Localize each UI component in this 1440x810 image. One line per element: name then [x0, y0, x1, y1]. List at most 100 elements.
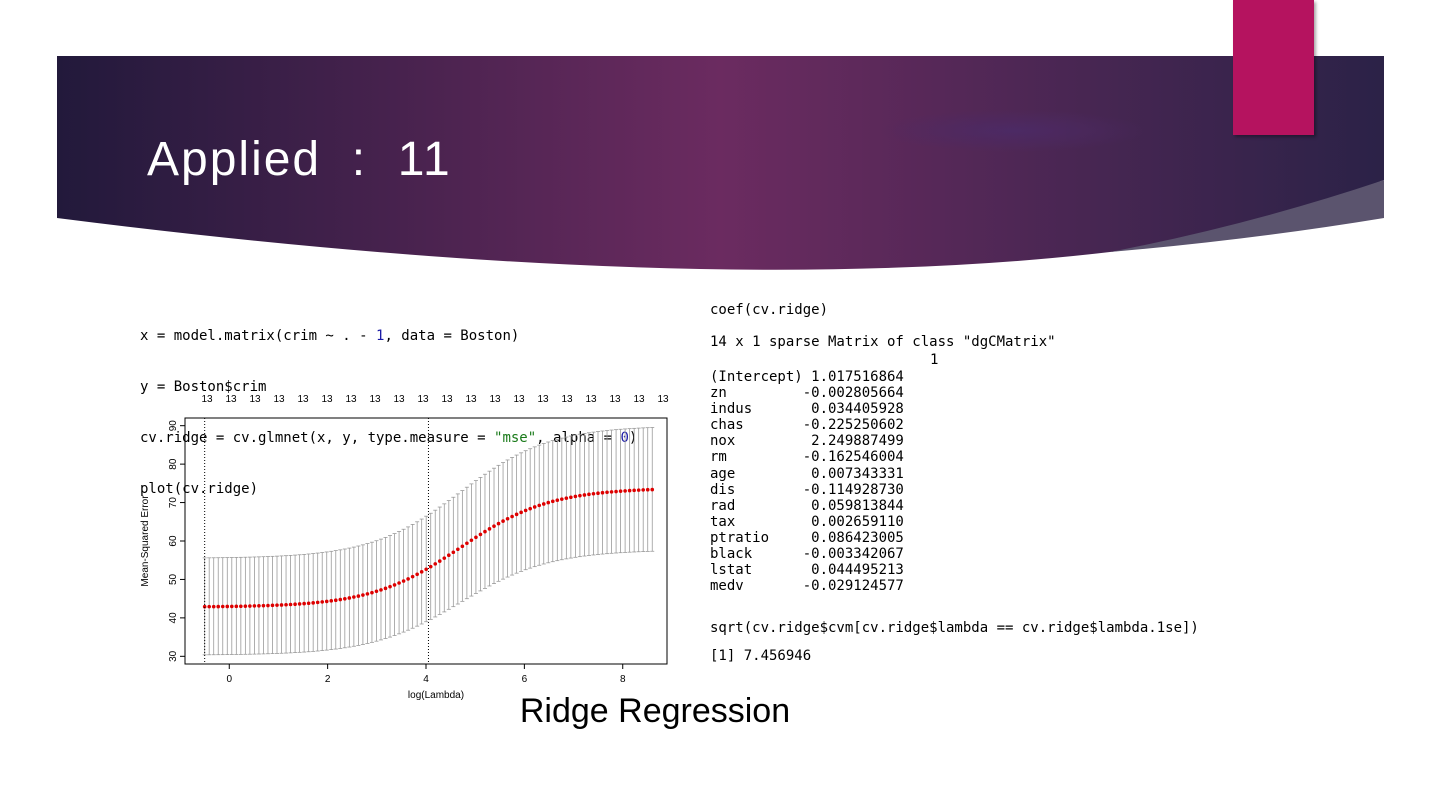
mse-point — [492, 524, 496, 528]
code-line: y = Boston$crim — [140, 379, 637, 396]
mse-point — [456, 547, 460, 552]
coef-name: indus — [710, 401, 753, 418]
mse-point — [202, 604, 207, 609]
mse-point — [487, 527, 492, 531]
r-console-output: coef(cv.ridge) 14 x 1 sparse Matrix of c… — [710, 302, 1199, 664]
mse-point — [333, 598, 338, 603]
coef-value: -0.003342067 — [802, 546, 904, 563]
mse-point — [248, 604, 252, 608]
mse-point — [229, 604, 234, 609]
top-axis-label: 13 — [633, 394, 645, 405]
code-token: "mse" — [494, 430, 537, 446]
table-row: zn -0.002805664 — [710, 385, 904, 401]
mse-point — [618, 489, 623, 493]
y-tick-label: 60 — [168, 535, 179, 547]
mse-point — [379, 588, 383, 592]
mse-point — [596, 491, 600, 496]
mse-point — [315, 600, 320, 605]
mse-point — [605, 490, 609, 495]
table-row: rad 0.059813844 — [710, 498, 904, 514]
x-tick-label: 6 — [522, 674, 528, 685]
top-axis-label: 13 — [513, 394, 525, 405]
y-tick-label: 30 — [168, 650, 179, 662]
y-tick-label: 70 — [168, 497, 179, 509]
mse-point — [564, 496, 569, 500]
coef-value: 0.007343331 — [802, 465, 904, 482]
mse-point — [401, 579, 406, 583]
code-token: cv.ridge = cv.glmnet(x, y, type.measure … — [140, 430, 495, 446]
mse-point — [645, 487, 650, 492]
coef-value: 0.002659110 — [802, 513, 904, 530]
sqrt-call-line: sqrt(cv.ridge$cvm[cv.ridge$lambda == cv.… — [710, 620, 1199, 636]
top-axis-label: 13 — [441, 394, 453, 405]
top-axis-label: 13 — [657, 394, 669, 405]
mse-point — [252, 604, 257, 608]
x-tick-label: 0 — [226, 674, 232, 685]
mse-point — [523, 508, 528, 513]
coef-value: -0.002805664 — [802, 385, 904, 402]
table-row: lstat 0.044495213 — [710, 562, 904, 578]
title-banner — [57, 56, 1384, 270]
code-token: plot(cv.ridge) — [140, 481, 259, 497]
slide-title: Applied : 11 — [147, 133, 452, 186]
mse-point — [392, 583, 397, 587]
mse-point — [257, 604, 261, 608]
mse-point — [211, 604, 216, 609]
mse-point — [424, 567, 428, 572]
coef-name: chas — [710, 417, 744, 434]
table-row: dis -0.114928730 — [710, 482, 904, 498]
mse-point — [614, 489, 618, 494]
mse-point — [279, 603, 284, 607]
coef-name: medv — [710, 578, 744, 595]
mse-point — [437, 559, 442, 563]
mse-point — [239, 604, 243, 609]
x-axis-label: log(Lambda) — [408, 690, 464, 701]
coef-name: rad — [710, 497, 736, 514]
mse-point — [636, 488, 641, 492]
cv-mse-plot: 0 2 4 6 8 30 40 50 60 70 80 90 13 13 13 13 13 13 13 13 13 13 1… — [135, 388, 675, 706]
code-token: , data = Boston) — [384, 328, 520, 344]
mse-point — [623, 489, 627, 493]
top-axis-label: 13 — [489, 394, 501, 405]
coef-name: dis — [710, 481, 736, 498]
mse-point — [397, 581, 401, 585]
mse-point — [587, 492, 591, 497]
mse-point — [465, 541, 469, 546]
coef-value: 2.249887499 — [802, 433, 904, 450]
coef-value: -0.114928730 — [802, 481, 904, 498]
mse-point — [650, 487, 655, 492]
mse-point — [632, 488, 636, 493]
coef-value: -0.225250602 — [802, 417, 904, 434]
mse-point — [383, 586, 388, 591]
top-axis-label: 13 — [537, 394, 549, 405]
mse-point — [207, 604, 211, 609]
mse-point — [270, 603, 275, 608]
top-axis-label: 13 — [297, 394, 309, 405]
mse-point — [569, 495, 573, 500]
mse-point — [451, 550, 456, 555]
mse-point — [302, 601, 306, 606]
mse-point — [510, 514, 514, 519]
mse-point — [406, 577, 410, 581]
mse-point — [469, 538, 474, 543]
mse-point — [474, 535, 478, 540]
coef-value: 0.044495213 — [802, 562, 904, 579]
mse-point — [483, 529, 487, 534]
mse-point — [519, 510, 523, 515]
mse-point — [275, 603, 279, 607]
top-axis-label: 13 — [321, 394, 333, 405]
mse-point — [447, 553, 451, 558]
table-row: chas -0.225250602 — [710, 417, 904, 433]
mse-point — [338, 597, 343, 602]
r-code-block: x = model.matrix(crim ~ . - 1, data = Bo… — [140, 294, 637, 515]
table-row: tax 0.002659110 — [710, 514, 904, 530]
mse-point — [216, 604, 221, 609]
top-axis-label: 13 — [585, 394, 597, 405]
mse-point — [532, 505, 537, 509]
coef-name: tax — [710, 513, 736, 530]
mse-point — [555, 498, 560, 503]
mse-point — [284, 602, 288, 607]
top-axis-label: 13 — [393, 394, 405, 405]
y-axis-label: Mean-Squared Error — [140, 495, 151, 587]
mse-point — [374, 589, 379, 594]
